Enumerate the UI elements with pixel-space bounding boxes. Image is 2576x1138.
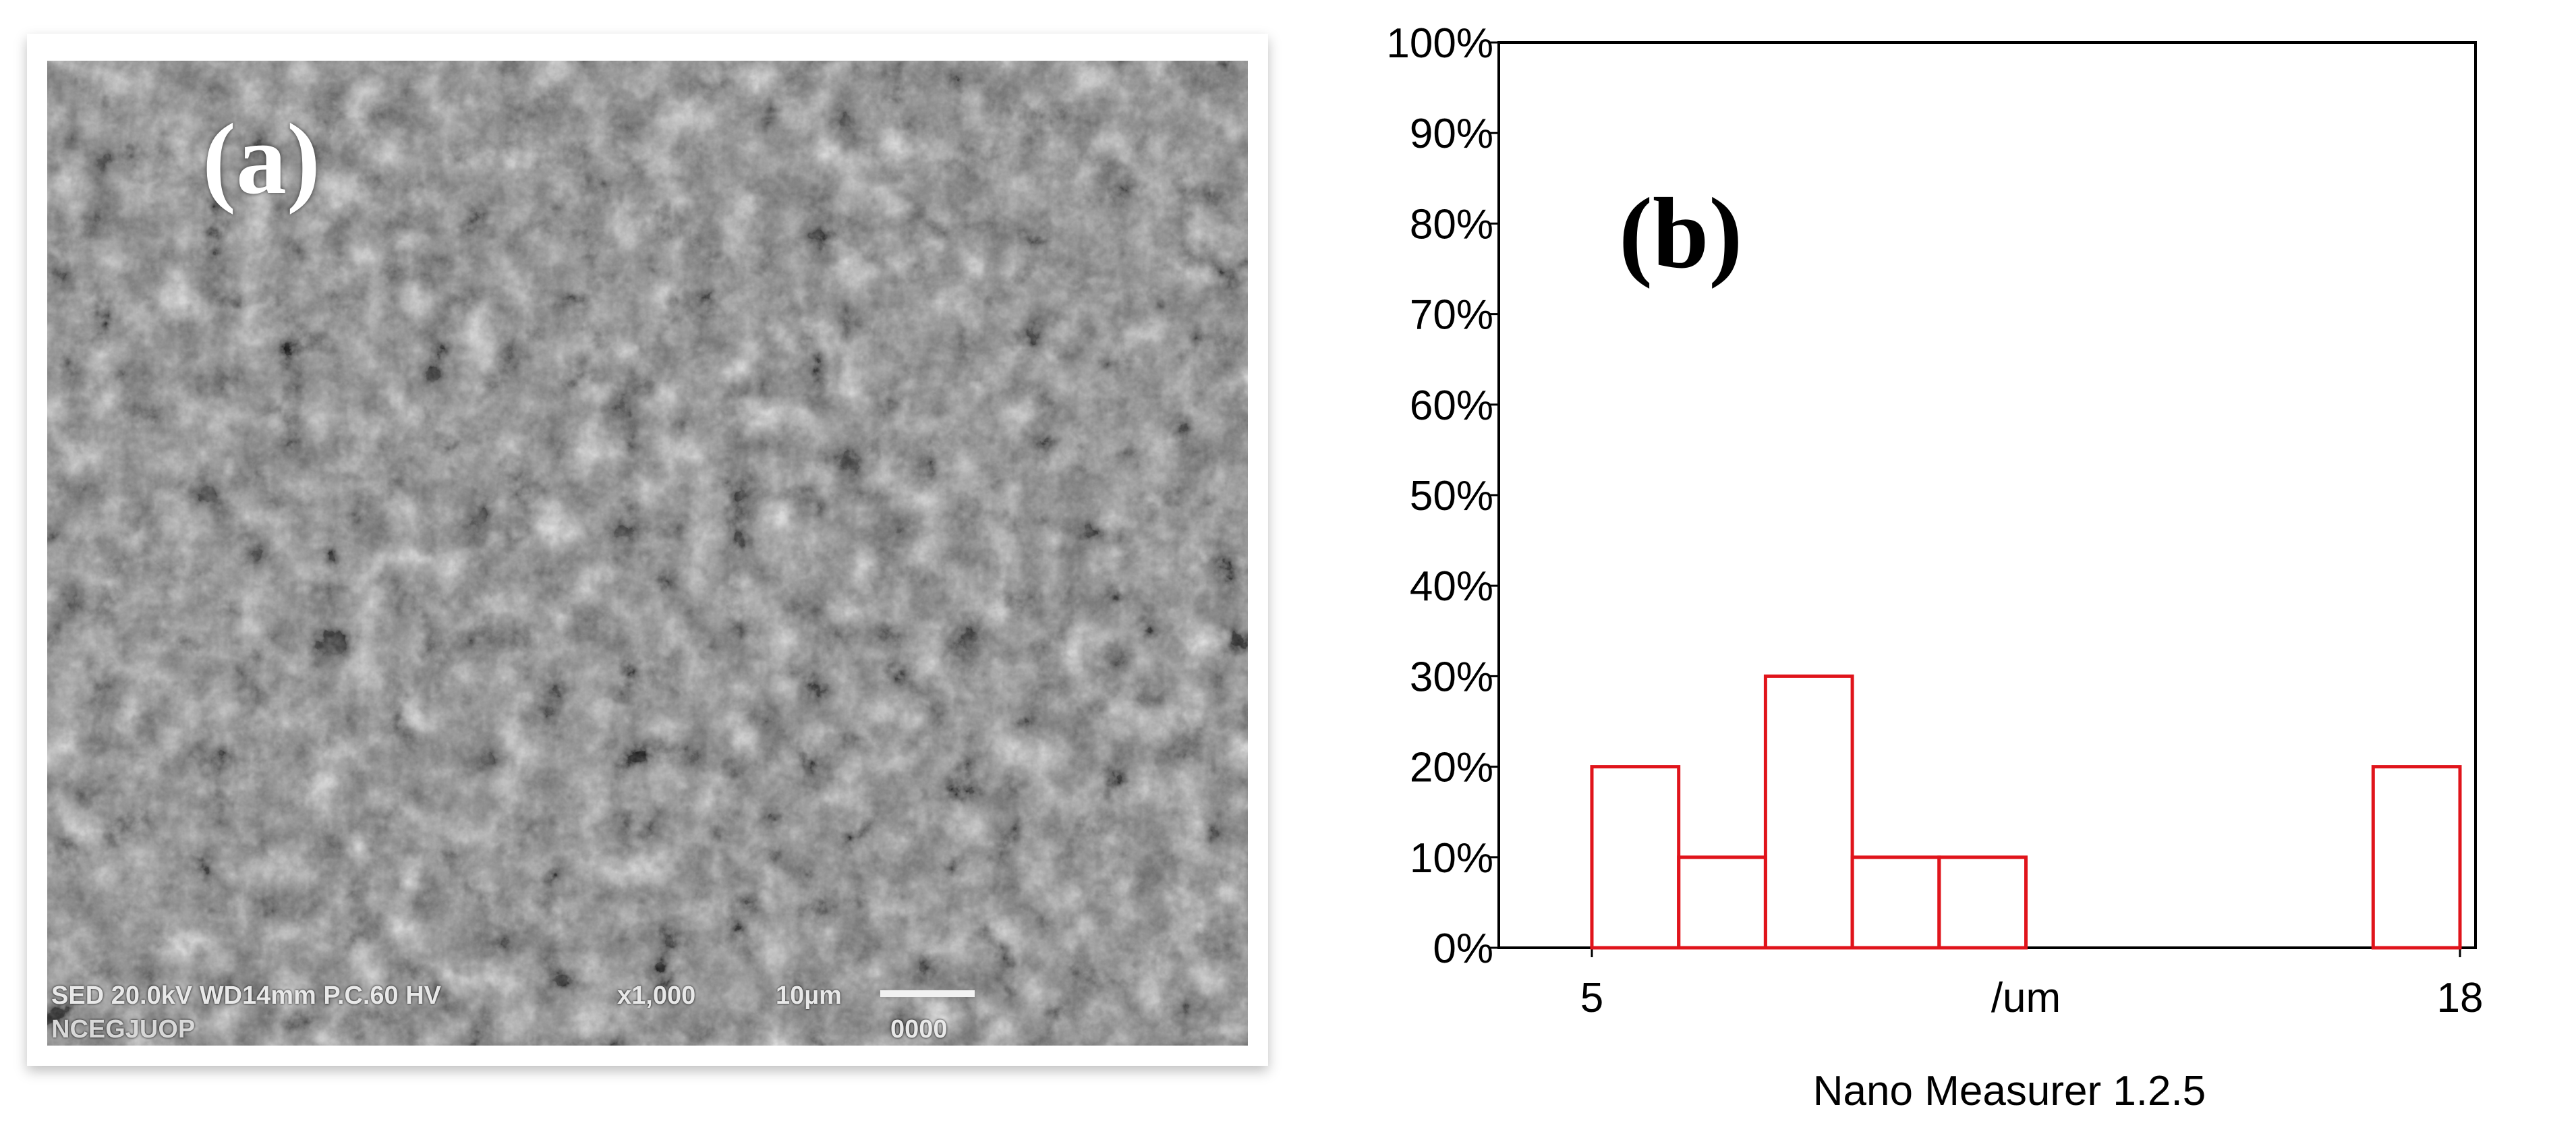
x-tick-label: 18 bbox=[2437, 975, 2484, 1021]
histogram-bar bbox=[1937, 855, 2028, 950]
histogram-bar bbox=[1850, 855, 1941, 950]
sem-scale-bar bbox=[880, 990, 975, 997]
histogram-bar bbox=[2371, 765, 2462, 950]
y-tick-label: 0% bbox=[1433, 926, 1493, 972]
sem-panel: SED 20.0kV WD14mm P.C.60 HV NCEGJUOP x1,… bbox=[27, 34, 1268, 1066]
sem-operator-text: NCEGJUOP bbox=[51, 1015, 196, 1044]
y-tick-label: 100% bbox=[1386, 20, 1493, 67]
sem-image-id: 0000 bbox=[890, 1015, 948, 1044]
y-axis: 0% 10% 20% 30% 40% 50% 60% 70% 80% 90% 100% bbox=[1386, 20, 1499, 972]
sem-micrograph: SED 20.0kV WD14mm P.C.60 HV NCEGJUOP x1,… bbox=[47, 61, 1248, 1046]
sem-texture bbox=[47, 61, 1248, 1046]
y-tick-label: 40% bbox=[1410, 563, 1493, 610]
x-axis-unit-label: /um bbox=[1991, 975, 2061, 1021]
y-tick-label: 90% bbox=[1410, 111, 1493, 157]
y-tick-label: 70% bbox=[1410, 292, 1493, 339]
y-tick-label: 20% bbox=[1410, 745, 1493, 791]
histogram-bar bbox=[1590, 765, 1681, 950]
histogram-bar bbox=[1677, 855, 1767, 950]
y-tick-label: 50% bbox=[1410, 473, 1493, 519]
y-tick-label: 80% bbox=[1410, 201, 1493, 248]
x-tick-label: 5 bbox=[1580, 975, 1603, 1021]
y-tick-label: 60% bbox=[1410, 382, 1493, 429]
sem-scale-label: 10µm bbox=[776, 981, 842, 1010]
histogram-bar bbox=[1763, 674, 1854, 950]
sem-magnification: x1,000 bbox=[617, 981, 696, 1010]
histogram-bars bbox=[1590, 674, 2462, 950]
x-axis: 5/um 18 bbox=[1580, 948, 2484, 1021]
sem-info-text: SED 20.0kV WD14mm P.C.60 HV bbox=[51, 981, 442, 1010]
y-tick-label: 30% bbox=[1410, 654, 1493, 700]
panel-b-label: (b) bbox=[1619, 177, 1743, 289]
y-tick-label: 10% bbox=[1410, 835, 1493, 882]
chart-caption: Nano Measurer 1.2.5 bbox=[1813, 1068, 2206, 1114]
panel-a-label: (a) bbox=[202, 103, 320, 215]
